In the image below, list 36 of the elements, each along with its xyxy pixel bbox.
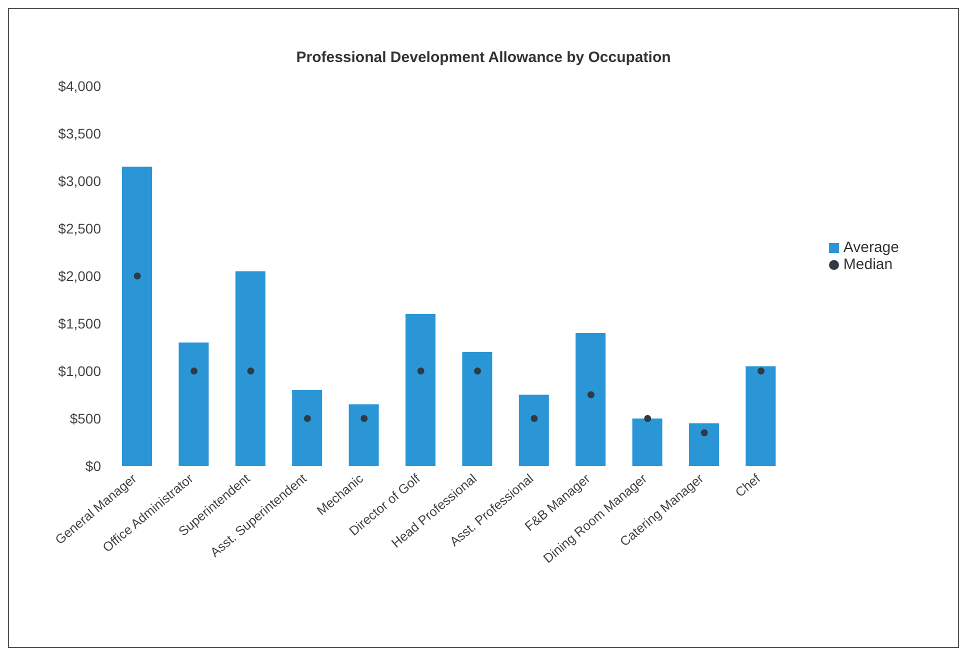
- point: [530, 415, 538, 422]
- point: [758, 368, 765, 374]
- y-tick-label: $500: [70, 410, 102, 426]
- bar: [122, 166, 152, 466]
- y-tick-label: $1,500: [58, 315, 102, 332]
- legend-label: Average: [843, 239, 899, 256]
- bar: [292, 390, 322, 466]
- y-tick-label: $2,000: [58, 268, 102, 284]
- bar: [576, 333, 606, 466]
- y-tick-label: $1,000: [58, 362, 102, 379]
- point: [134, 272, 141, 280]
- y-tick-label: $3,000: [58, 172, 102, 189]
- point: [474, 368, 482, 374]
- point: [587, 391, 594, 398]
- y-tick-label: $0: [85, 458, 102, 474]
- point: [247, 368, 254, 374]
- bar: [405, 314, 436, 466]
- bar: [235, 271, 266, 466]
- point: [700, 429, 708, 436]
- point: [360, 415, 368, 422]
- bar: [688, 423, 719, 466]
- point: [304, 415, 311, 422]
- chart-title: Professional Development Allowance by Occupation: [295, 48, 672, 66]
- bar: [348, 404, 379, 466]
- point: [190, 368, 198, 374]
- legend-label: Median: [843, 256, 893, 273]
- bar: [462, 352, 492, 466]
- y-tick-label: $3,500: [58, 125, 102, 142]
- bar: [518, 394, 549, 466]
- bar: [632, 418, 662, 466]
- y-tick-label: $4,000: [58, 78, 102, 94]
- point: [644, 415, 652, 422]
- point: [417, 368, 424, 374]
- bar: [178, 342, 209, 466]
- y-tick-label: $2,500: [58, 220, 102, 236]
- bar: [746, 366, 776, 466]
